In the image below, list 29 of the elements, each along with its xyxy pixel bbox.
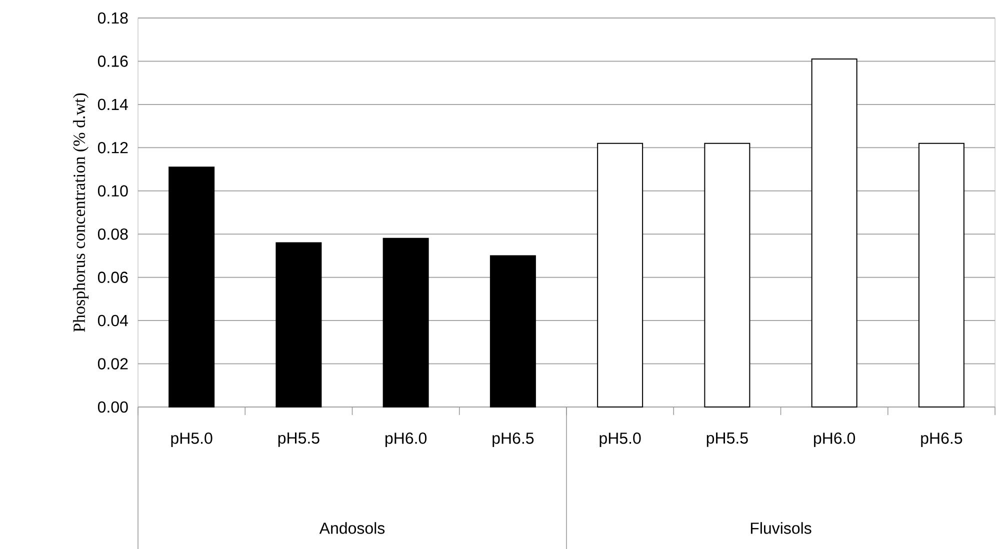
text: Andosols (319, 522, 385, 534)
y-tick-label: 0.00 (98, 401, 128, 413)
x-tick-label: pH5.0 (171, 432, 212, 448)
y-tick-label: 0.14 (98, 98, 128, 110)
bar (811, 58, 858, 408)
x-tick-label: pH6.5 (921, 432, 962, 448)
x-tick-label: pH6.5 (492, 432, 534, 448)
x-tick-label: pH6.0 (814, 432, 856, 448)
bar (490, 255, 536, 408)
x-tick-label: pH5.5 (278, 432, 320, 447)
bar (168, 166, 215, 408)
bar (704, 142, 750, 408)
y-tick-label: 0.06 (98, 272, 128, 283)
y-tick-label: 0.10 (98, 185, 128, 197)
y-tick-label: 0.08 (98, 228, 128, 240)
bar (276, 242, 322, 408)
text: Fluvisols (750, 522, 812, 534)
x-tick-label: pH6.0 (386, 432, 427, 448)
y-tick-label: 0.16 (98, 56, 128, 67)
bar (382, 238, 429, 408)
y-tick-label: 0.12 (98, 142, 128, 154)
y-axis-title: Phosphorus concentration (% d.wt) (73, 93, 88, 332)
y-tick-label: 0.02 (98, 358, 128, 370)
bar (918, 142, 964, 408)
y-tick-label: 0.04 (98, 314, 128, 326)
bar (597, 142, 644, 408)
x-tick-label: pH5.5 (706, 432, 748, 447)
x-tick-label: pH5.0 (600, 432, 641, 448)
y-tick-label: 0.18 (98, 12, 128, 24)
